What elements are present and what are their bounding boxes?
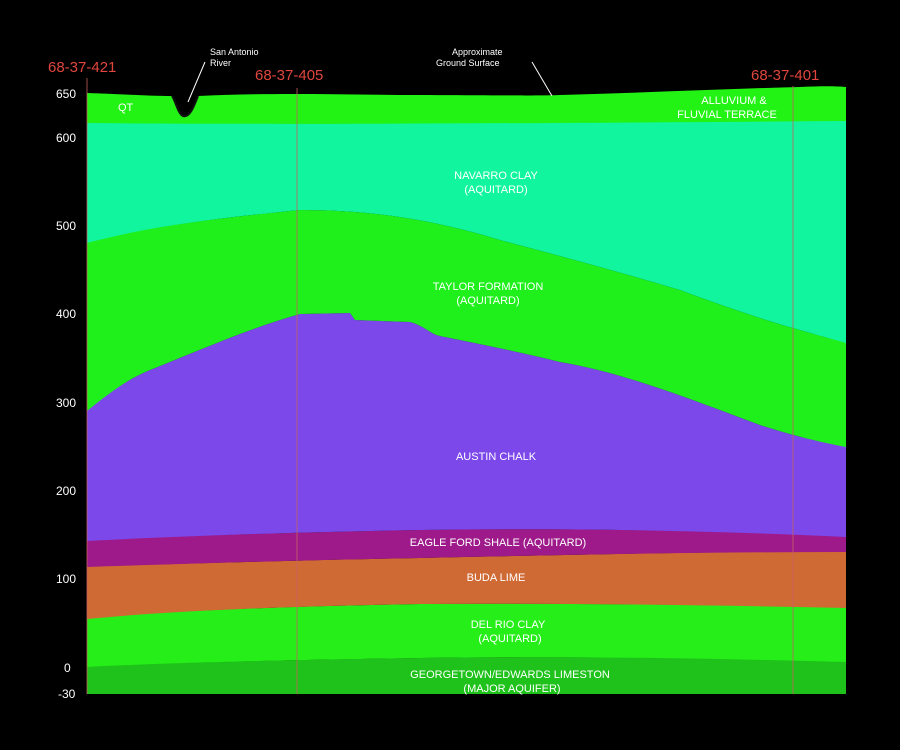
y-tick-label: 0 xyxy=(64,661,71,675)
well-label-left: 68-37-421 xyxy=(48,59,116,76)
y-tick-label: 200 xyxy=(56,484,76,498)
austin-chalk-layer xyxy=(87,313,846,541)
navarro-label-line1: NAVARRO CLAY xyxy=(454,170,538,182)
austin-chalk-label: AUSTIN CHALK xyxy=(456,451,537,463)
ground-annotation-line2: Ground Surface xyxy=(436,58,500,68)
y-tick-label: -30 xyxy=(58,687,76,701)
y-tick-label: 300 xyxy=(56,396,76,410)
y-tick-label: 600 xyxy=(56,131,76,145)
buda-layer xyxy=(87,551,846,619)
alluvium-label-line2: FLUVIAL TERRACE xyxy=(677,109,777,121)
taylor-label-line1: TAYLOR FORMATION xyxy=(433,281,544,293)
del-rio-label-line1: DEL RIO CLAY xyxy=(471,619,546,631)
navarro-label-line2: (AQUITARD) xyxy=(464,184,527,196)
y-tick-label: 100 xyxy=(56,572,76,586)
well-label-middle: 68-37-405 xyxy=(255,67,323,84)
y-axis: 650 600 500 400 300 200 100 0 -30 xyxy=(56,87,76,701)
well-label-right: 68-37-401 xyxy=(751,67,819,84)
ground-annotation-line1: Approximate xyxy=(452,47,503,57)
river-leader-line xyxy=(187,61,206,103)
del-rio-label-line2: (AQUITARD) xyxy=(478,633,541,645)
navarro-layer xyxy=(87,120,846,343)
taylor-layer xyxy=(87,210,846,447)
river-annotation-line2: River xyxy=(210,58,231,68)
qt-label: QT xyxy=(118,102,134,114)
y-tick-label: 400 xyxy=(56,307,76,321)
river-channel xyxy=(171,95,199,118)
eagle-ford-layer xyxy=(87,529,846,567)
y-tick-label: 500 xyxy=(56,219,76,233)
ground-leader-line xyxy=(531,61,553,97)
eagle-ford-label: EAGLE FORD SHALE (AQUITARD) xyxy=(410,537,586,549)
buda-label: BUDA LIME xyxy=(467,572,526,584)
alluvium-label-line1: ALLUVIUM & xyxy=(701,95,767,107)
georgetown-label-line1: GEORGETOWN/EDWARDS LIMESTON xyxy=(410,669,610,681)
georgetown-label-line2: (MAJOR AQUIFER) xyxy=(463,683,560,695)
georgetown-layer xyxy=(87,657,846,694)
del-rio-layer xyxy=(87,603,846,667)
y-tick-label: 650 xyxy=(56,87,76,101)
alluvium-layer xyxy=(87,86,846,124)
taylor-label-line2: (AQUITARD) xyxy=(456,295,519,307)
river-annotation-line1: San Antonio xyxy=(210,47,259,57)
